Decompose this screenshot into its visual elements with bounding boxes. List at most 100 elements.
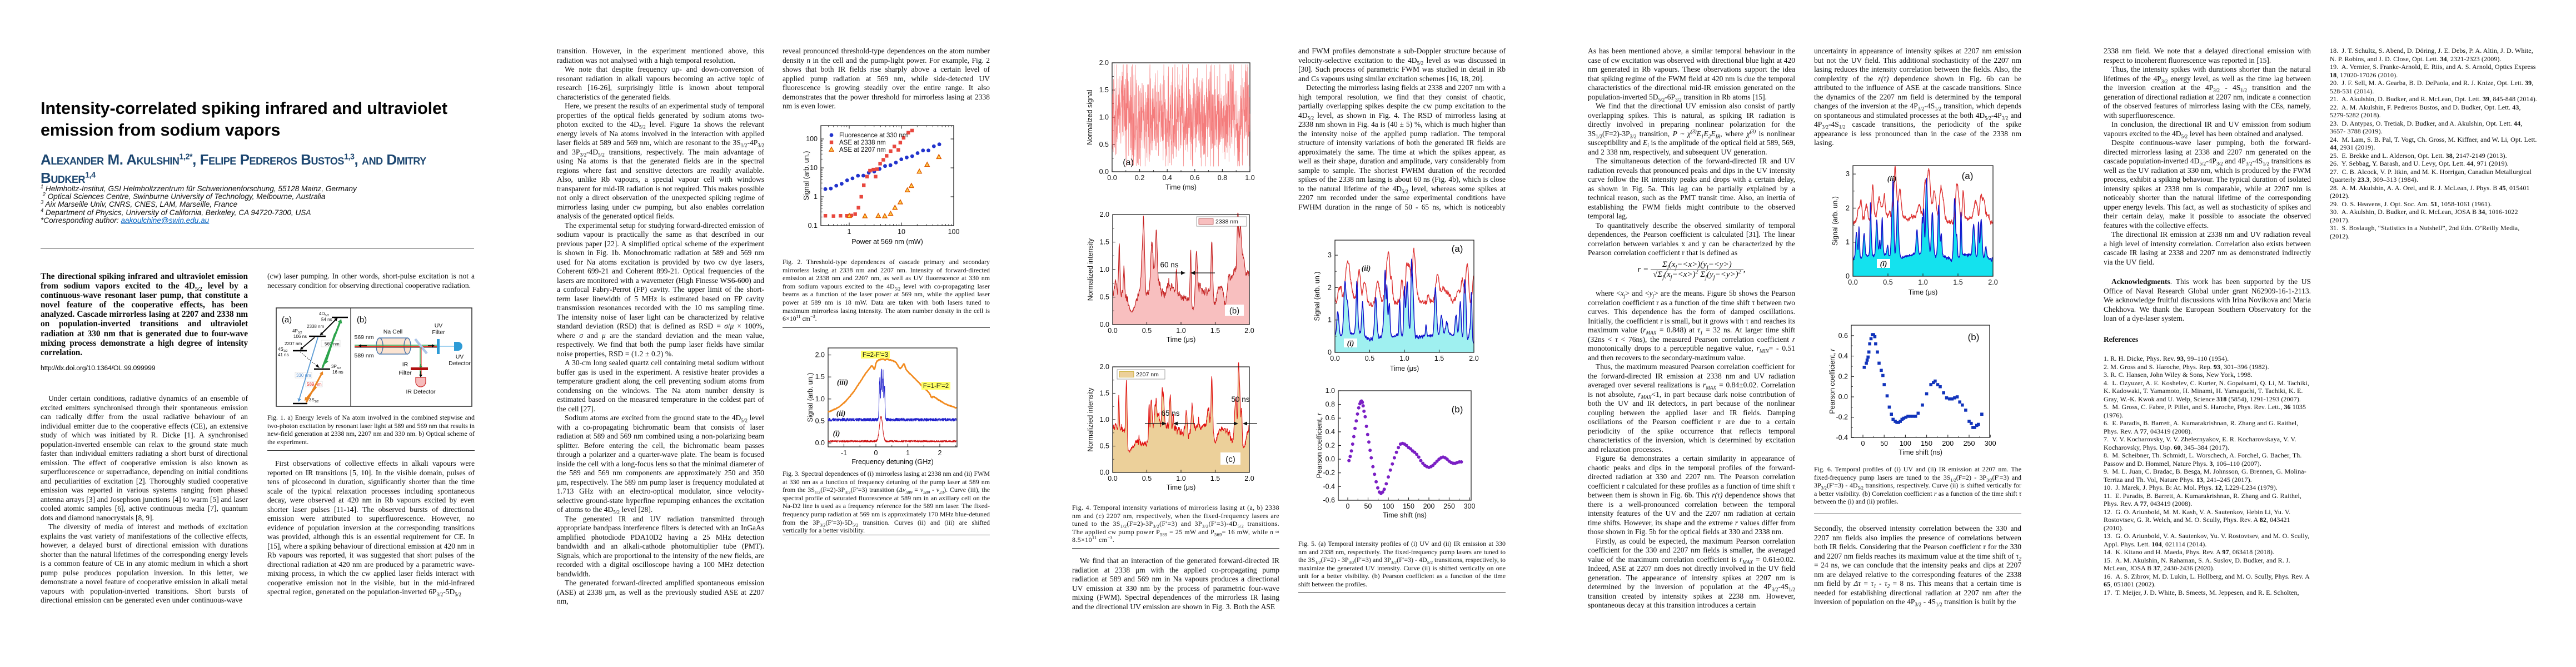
svg-text:0.4: 0.4 bbox=[1163, 174, 1172, 182]
svg-text:Normalizied intensity: Normalizied intensity bbox=[1087, 387, 1094, 452]
svg-text:3S1/2: 3S1/2 bbox=[309, 397, 318, 404]
svg-text:16 ns: 16 ns bbox=[332, 370, 343, 375]
svg-text:1.5: 1.5 bbox=[1210, 327, 1220, 335]
svg-text:0.2: 0.2 bbox=[1838, 372, 1848, 380]
svg-text:2.0: 2.0 bbox=[1100, 363, 1109, 371]
svg-text:-0.2: -0.2 bbox=[1323, 469, 1335, 477]
svg-text:0.6: 0.6 bbox=[1838, 332, 1848, 340]
svg-text:3P3/2: 3P3/2 bbox=[331, 364, 341, 370]
svg-text:0.4: 0.4 bbox=[1326, 428, 1335, 436]
svg-text:1.5: 1.5 bbox=[1100, 238, 1109, 246]
svg-text:100: 100 bbox=[1383, 502, 1394, 510]
svg-text:Signal (arb. un.): Signal (arb. un.) bbox=[1831, 196, 1839, 246]
svg-text:Time (μs): Time (μs) bbox=[1909, 288, 1938, 296]
svg-text:589 nm: 589 nm bbox=[307, 382, 322, 387]
svg-text:100: 100 bbox=[948, 228, 960, 236]
svg-text:Time shift (ns): Time shift (ns) bbox=[1383, 511, 1427, 519]
svg-text:3: 3 bbox=[1846, 170, 1850, 178]
svg-text:1.0: 1.0 bbox=[1100, 266, 1109, 273]
svg-text:250: 250 bbox=[1964, 440, 1975, 447]
svg-text:Power at 569 nm (mW): Power at 569 nm (mW) bbox=[851, 238, 923, 246]
svg-text:1: 1 bbox=[1846, 238, 1850, 246]
svg-text:Time (μs): Time (μs) bbox=[1167, 484, 1196, 491]
svg-text:2: 2 bbox=[1328, 283, 1332, 291]
svg-text:10: 10 bbox=[810, 164, 818, 172]
svg-text:Signal (arb. un.): Signal (arb. un.) bbox=[803, 151, 810, 201]
svg-text:(ii): (ii) bbox=[1887, 175, 1897, 183]
svg-text:1.5: 1.5 bbox=[815, 373, 825, 381]
svg-text:Filter: Filter bbox=[432, 329, 445, 336]
svg-text:(b): (b) bbox=[1229, 306, 1239, 316]
svg-text:0.0: 0.0 bbox=[1099, 168, 1109, 176]
svg-text:2.0: 2.0 bbox=[1100, 211, 1109, 218]
svg-text:(i): (i) bbox=[833, 429, 840, 437]
svg-text:2338 nm: 2338 nm bbox=[307, 324, 324, 329]
svg-text:(ii): (ii) bbox=[1362, 264, 1371, 272]
svg-text:1.0: 1.0 bbox=[1100, 416, 1109, 424]
svg-text:1.5: 1.5 bbox=[1099, 86, 1109, 94]
svg-text:1.0: 1.0 bbox=[1176, 327, 1185, 335]
svg-text:0.0: 0.0 bbox=[1838, 393, 1848, 401]
svg-text:1.0: 1.0 bbox=[1918, 278, 1927, 286]
svg-text:0: 0 bbox=[1861, 440, 1865, 447]
svg-text:4P3/2: 4P3/2 bbox=[292, 328, 302, 335]
svg-text:Signal (arb. un.): Signal (arb. un.) bbox=[1313, 272, 1321, 321]
svg-text:0.2: 0.2 bbox=[1326, 442, 1335, 450]
svg-text:Signal (arb. un.): Signal (arb. un.) bbox=[806, 373, 814, 422]
svg-text:150: 150 bbox=[1403, 502, 1414, 510]
svg-text:0: 0 bbox=[1846, 272, 1850, 280]
svg-text:50 ns: 50 ns bbox=[1231, 395, 1249, 404]
svg-text:200: 200 bbox=[1423, 502, 1435, 510]
svg-text:1.0: 1.0 bbox=[815, 395, 825, 403]
svg-text:2: 2 bbox=[1846, 204, 1850, 212]
svg-text:1.5: 1.5 bbox=[1953, 278, 1962, 286]
svg-text:(a): (a) bbox=[1962, 171, 1974, 181]
svg-text:2.0: 2.0 bbox=[1244, 475, 1254, 482]
svg-text:0.4: 0.4 bbox=[1838, 352, 1848, 360]
svg-text:F=2-F'=3: F=2-F'=3 bbox=[863, 352, 888, 359]
svg-text:0.6: 0.6 bbox=[1190, 174, 1199, 182]
svg-text:1.5: 1.5 bbox=[1100, 390, 1109, 397]
svg-text:-1: -1 bbox=[841, 449, 847, 457]
svg-text:0.5: 0.5 bbox=[1100, 293, 1109, 301]
svg-text:(ii): (ii) bbox=[836, 409, 846, 417]
svg-text:2338 nm: 2338 nm bbox=[1215, 218, 1238, 225]
svg-text:60 ns: 60 ns bbox=[1160, 261, 1178, 269]
svg-text:1: 1 bbox=[1328, 316, 1332, 324]
svg-text:-0.6: -0.6 bbox=[1323, 496, 1335, 504]
svg-text:0: 0 bbox=[1328, 349, 1332, 356]
svg-text:0.0: 0.0 bbox=[1107, 174, 1117, 182]
svg-text:0.8: 0.8 bbox=[1326, 401, 1335, 409]
svg-text:2.0: 2.0 bbox=[815, 351, 825, 359]
svg-text:0.0: 0.0 bbox=[1100, 469, 1109, 476]
svg-text:2.0: 2.0 bbox=[1099, 59, 1109, 67]
svg-text:Time (μs): Time (μs) bbox=[1167, 336, 1196, 344]
svg-text:(i): (i) bbox=[1347, 339, 1354, 347]
svg-text:200: 200 bbox=[1942, 440, 1954, 447]
svg-text:1: 1 bbox=[906, 449, 910, 457]
svg-text:Normalized intensity: Normalized intensity bbox=[1087, 238, 1094, 301]
svg-text:UV: UV bbox=[456, 354, 464, 360]
svg-text:1.5: 1.5 bbox=[1210, 475, 1220, 482]
svg-text:0.5: 0.5 bbox=[1883, 278, 1892, 286]
svg-text:1.0: 1.0 bbox=[1326, 387, 1335, 395]
svg-text:0.6: 0.6 bbox=[1326, 414, 1335, 422]
svg-text:100: 100 bbox=[806, 135, 818, 143]
svg-text:50: 50 bbox=[1364, 502, 1372, 510]
svg-text:2.0: 2.0 bbox=[1988, 278, 1997, 286]
svg-text:1.0: 1.0 bbox=[1245, 174, 1254, 182]
svg-text:100: 100 bbox=[1900, 440, 1911, 447]
svg-text:0.0: 0.0 bbox=[1100, 321, 1109, 328]
svg-text:4D5/2: 4D5/2 bbox=[319, 311, 329, 317]
svg-text:Fluorescence at 330 nm: Fluorescence at 330 nm bbox=[839, 132, 908, 139]
svg-text:Pearson coefficient, r: Pearson coefficient, r bbox=[1828, 349, 1836, 414]
svg-text:1.0: 1.0 bbox=[1176, 475, 1185, 482]
svg-text:250: 250 bbox=[1443, 502, 1455, 510]
svg-text:54 ns: 54 ns bbox=[321, 317, 332, 322]
svg-text:Filter: Filter bbox=[398, 370, 412, 376]
svg-text:0: 0 bbox=[874, 449, 878, 457]
svg-text:41 ns: 41 ns bbox=[278, 352, 289, 357]
svg-text:0.0: 0.0 bbox=[1330, 355, 1339, 362]
svg-text:0.5: 0.5 bbox=[1142, 475, 1152, 482]
svg-text:0: 0 bbox=[1346, 502, 1350, 510]
